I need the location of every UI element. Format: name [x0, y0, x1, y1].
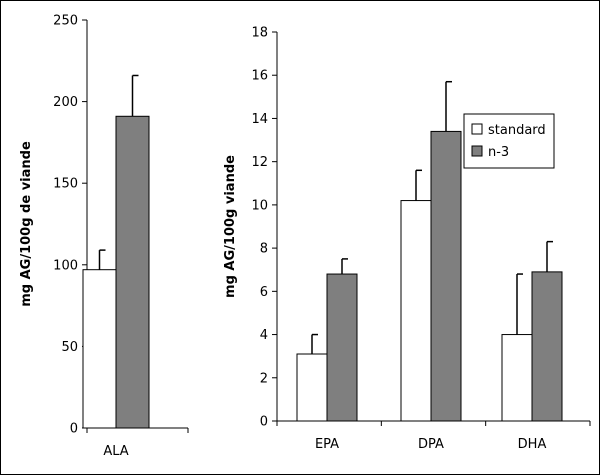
legend-label-n3: n-3	[488, 145, 509, 160]
bar-standard-dpa	[400, 200, 432, 422]
legend-swatch-n3	[471, 145, 483, 157]
y-axis-title-1: mg AG/100g viande	[223, 155, 238, 298]
y-tick-label-1: 2	[260, 371, 268, 386]
bar-n3-dpa	[430, 130, 462, 422]
y-tick-label-0: 100	[53, 258, 78, 273]
y-tick-label-0: 200	[53, 95, 78, 110]
y-tick-label-0: 0	[70, 422, 78, 437]
category-label-1: DPA	[418, 437, 444, 452]
bar-n3-epa	[326, 273, 358, 422]
bar-n3-dha	[531, 271, 563, 422]
legend-label-standard: standard	[488, 123, 546, 138]
y-tick-label-1: 8	[260, 242, 268, 257]
category-label-1: DHA	[518, 437, 547, 452]
y-tick-label-1: 18	[251, 26, 268, 41]
y-tick-label-0: 250	[53, 14, 78, 29]
y-tick-label-1: 4	[260, 328, 268, 343]
y-tick-label-1: 16	[251, 69, 268, 84]
category-label-1: EPA	[315, 437, 339, 452]
y-axis-title-0: mg AG/100g de viande	[19, 141, 34, 307]
legend-swatch-standard	[471, 123, 483, 135]
y-tick-label-1: 12	[251, 155, 268, 170]
y-tick-label-1: 0	[260, 415, 268, 430]
y-tick-label-0: 50	[61, 340, 78, 355]
category-label-0: ALA	[103, 444, 128, 459]
bar-standard-dha	[501, 334, 533, 422]
bar-n3-ala	[115, 115, 150, 429]
bar-standard-ala	[82, 269, 117, 429]
legend-box	[463, 113, 555, 169]
y-tick-label-0: 150	[53, 177, 78, 192]
y-tick-label-1: 10	[251, 198, 268, 213]
y-tick-label-1: 14	[251, 112, 268, 127]
y-tick-label-1: 6	[260, 285, 268, 300]
bar-standard-epa	[296, 353, 328, 422]
